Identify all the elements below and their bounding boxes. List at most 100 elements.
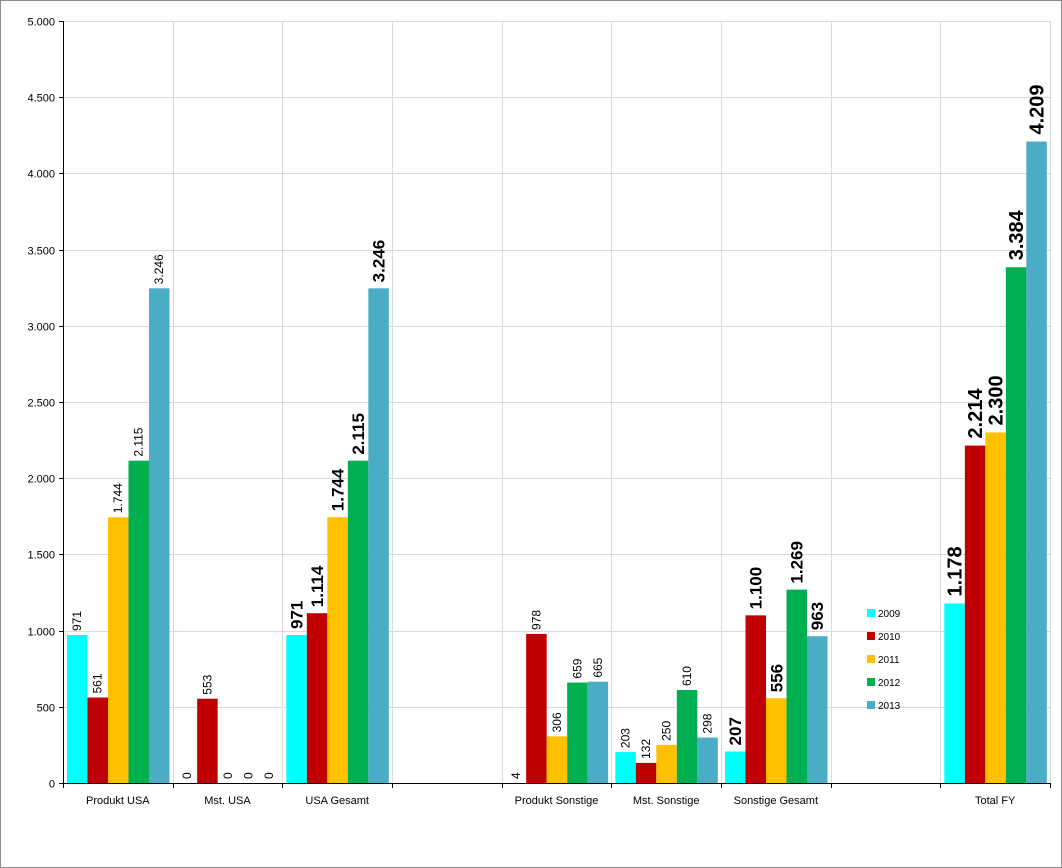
bars [67,141,1047,783]
legend-swatch-2009 [867,609,875,617]
y-tick-label: 1.000 [27,627,55,639]
data-label: 659 [570,658,584,678]
data-label: 3.246 [152,254,166,284]
bar-2010 [964,445,986,783]
bar-2012 [676,690,698,783]
bar-2010 [306,613,328,783]
legend-label: 2009 [878,609,901,620]
bar-2013 [149,288,170,783]
data-label: 4 [509,772,523,779]
data-label: 553 [200,674,214,694]
data-label: 978 [529,610,543,630]
bar-2012 [1005,267,1027,783]
data-label: 2.214 [965,388,987,439]
data-label: 3.246 [370,240,389,283]
bar-2011 [108,517,129,783]
bar-2010 [745,615,766,783]
y-tick-label: 4.500 [27,93,55,105]
data-label: 665 [591,657,605,677]
bar-2013 [587,681,609,783]
legend-label: 2013 [878,701,901,712]
bar-2012 [786,589,807,783]
legend-swatch-2012 [867,678,875,686]
data-label: 306 [550,712,564,732]
bar-2010 [87,697,108,783]
bar-2012 [347,460,369,783]
bar-2010 [526,633,547,783]
y-tick-label: 1.500 [27,550,55,562]
bar-2013 [807,636,828,783]
data-label: 250 [660,721,674,741]
category-label: USA Gesamt [305,795,369,807]
legend-label: 2011 [878,655,900,666]
bar-2009 [725,751,746,783]
data-label: 3.384 [1006,209,1028,260]
data-label: 1.178 [945,546,967,596]
data-label: 0 [241,772,255,779]
bar-2009 [615,752,636,783]
data-label: 1.100 [747,567,766,610]
legend-swatch-2013 [867,701,875,709]
data-label: 1.744 [111,483,125,513]
data-label: 132 [639,739,653,759]
bar-2011 [327,517,348,783]
y-tick-label: 3.000 [27,322,55,334]
bar-2010 [635,762,657,783]
legend-label: 2010 [878,632,901,643]
data-label: 203 [619,728,633,748]
data-label: 207 [726,717,745,745]
category-label: Sonstige Gesamt [734,795,818,807]
x-axis: Produkt USA Mst. USA USA Gesamt Produkt Son… [63,783,1051,807]
data-label: 971 [288,601,307,629]
y-tick-label: 0 [49,779,55,791]
bar-2012 [567,682,588,783]
bar-2009 [286,635,307,783]
data-label: 2.115 [349,413,368,455]
legend-swatch-2010 [867,632,875,640]
grid-lines [63,21,1051,783]
y-tick-label: 2.500 [27,398,55,410]
category-label: Produkt Sonstige [515,795,599,807]
data-label: 2.115 [132,427,146,456]
data-label: 1.269 [788,541,807,584]
data-label: 561 [91,673,105,693]
bar-2013 [368,288,389,783]
category-label: Total FY [975,795,1016,807]
category-label: Mst. USA [204,795,251,807]
bar-2011 [546,736,568,783]
y-tick-label: 2.000 [27,474,55,486]
bar-2011 [985,432,1006,783]
bar-2011 [656,744,677,783]
legend: 2009 2010 2011 2012 2013 [867,609,901,712]
y-tick-label: 5.000 [27,17,55,29]
data-label: 0 [180,772,194,779]
data-label: 1.744 [329,468,348,511]
bar-2009 [67,635,88,783]
bar-2011 [766,698,787,783]
data-labels: 971 0 971 4 203 207 1.178 561 553 1.114 978 132 1.10… [70,84,1048,779]
y-axis: 0 500 1.000 1.500 2.000 2.500 3.000 3.500 4.000 4… [27,17,64,791]
category-label: Produkt USA [86,795,150,807]
y-tick-label: 3.500 [27,246,55,258]
legend-swatch-2011 [867,655,875,663]
data-label: 971 [70,611,84,631]
data-label: 556 [767,664,786,692]
bar-2013 [1026,141,1047,783]
y-tick-label: 500 [37,703,55,715]
data-label: 0 [262,772,276,779]
data-label: 963 [808,602,827,630]
data-label: 298 [701,713,715,733]
bar-2010 [197,698,218,783]
data-label: 1.114 [308,565,327,607]
bar-2012 [128,460,149,783]
data-label: 610 [680,666,694,686]
y-tick-label: 4.000 [27,169,55,181]
data-label: 2.300 [986,375,1008,425]
data-label: 4.209 [1027,84,1049,134]
category-label: Mst. Sonstige [633,795,700,807]
bar-2009 [944,603,965,783]
bar-2013 [697,737,718,783]
data-label: 0 [221,772,235,779]
